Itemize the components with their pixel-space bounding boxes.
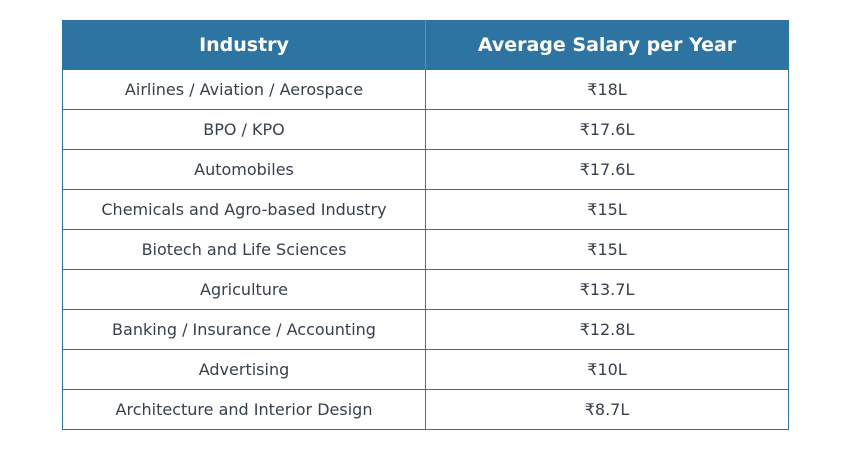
industry-cell: Airlines / Aviation / Aerospace [62, 69, 426, 110]
industry-cell: Advertising [62, 349, 426, 390]
industry-column-header: Industry [62, 20, 426, 70]
industry-cell: Agriculture [62, 269, 426, 310]
table-row: Agriculture ₹13.7L [62, 269, 789, 310]
salary-table: Industry Average Salary per Year Airline… [62, 20, 789, 430]
table-row: Airlines / Aviation / Aerospace ₹18L [62, 69, 789, 110]
salary-cell: ₹17.6L [425, 149, 789, 190]
table-row: Biotech and Life Sciences ₹15L [62, 229, 789, 270]
industry-cell: Automobiles [62, 149, 426, 190]
salary-cell: ₹13.7L [425, 269, 789, 310]
salary-cell: ₹17.6L [425, 109, 789, 150]
header-row: Industry Average Salary per Year [62, 20, 789, 70]
industry-cell: BPO / KPO [62, 109, 426, 150]
salary-cell: ₹18L [425, 69, 789, 110]
table-row: Architecture and Interior Design ₹8.7L [62, 389, 789, 430]
salary-cell: ₹15L [425, 189, 789, 230]
table-body: Airlines / Aviation / Aerospace ₹18L BPO… [62, 69, 789, 430]
industry-cell: Banking / Insurance / Accounting [62, 309, 426, 350]
table-row: Chemicals and Agro-based Industry ₹15L [62, 189, 789, 230]
salary-cell: ₹12.8L [425, 309, 789, 350]
table-row: BPO / KPO ₹17.6L [62, 109, 789, 150]
industry-cell: Chemicals and Agro-based Industry [62, 189, 426, 230]
salary-cell: ₹15L [425, 229, 789, 270]
table-header: Industry Average Salary per Year [62, 20, 789, 70]
salary-column-header: Average Salary per Year [425, 20, 789, 70]
table-row: Automobiles ₹17.6L [62, 149, 789, 190]
salary-cell: ₹8.7L [425, 389, 789, 430]
salary-cell: ₹10L [425, 349, 789, 390]
industry-cell: Biotech and Life Sciences [62, 229, 426, 270]
table-row: Advertising ₹10L [62, 349, 789, 390]
industry-cell: Architecture and Interior Design [62, 389, 426, 430]
table-row: Banking / Insurance / Accounting ₹12.8L [62, 309, 789, 350]
